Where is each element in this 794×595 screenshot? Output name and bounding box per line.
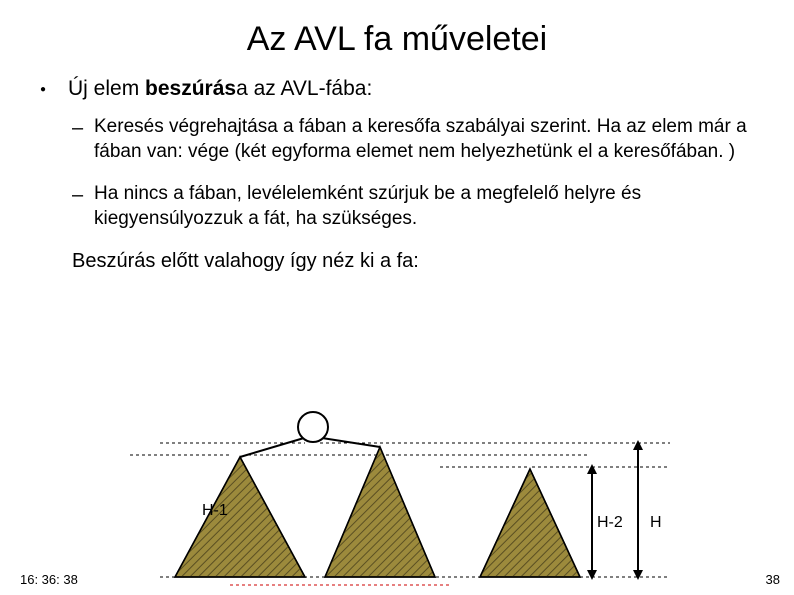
timestamp: 16: 36: 38 (20, 572, 78, 587)
tree-diagram: H-1 H-2 H (130, 407, 690, 587)
page-title: Az AVL fa műveletei (40, 20, 754, 59)
bullet-list: Új elem beszúrása az AVL-fába: Keresés v… (40, 77, 754, 232)
bullet1-bold: beszúrás (145, 77, 236, 100)
slide-number: 38 (766, 572, 780, 587)
svg-text:H: H (650, 514, 662, 531)
bullet-item-1: Új elem beszúrása az AVL-fába: Keresés v… (40, 77, 754, 232)
sub-list: Keresés végrehajtása a fában a keresőfa … (68, 115, 754, 232)
diagram-caption: Beszúrás előtt valahogy így néz ki a fa: (40, 250, 754, 273)
content: Új elem beszúrása az AVL-fába: Keresés v… (40, 77, 754, 273)
bullet1-prefix: Új elem (68, 77, 145, 100)
bullet1-suffix: a az AVL-fába: (236, 77, 372, 100)
sub-item-2: Ha nincs a fában, levélelemként szúrjuk … (68, 182, 754, 231)
svg-text:H-1: H-1 (202, 502, 228, 519)
svg-text:H-2: H-2 (597, 514, 623, 531)
sub-item-1: Keresés végrehajtása a fában a keresőfa … (68, 115, 754, 164)
